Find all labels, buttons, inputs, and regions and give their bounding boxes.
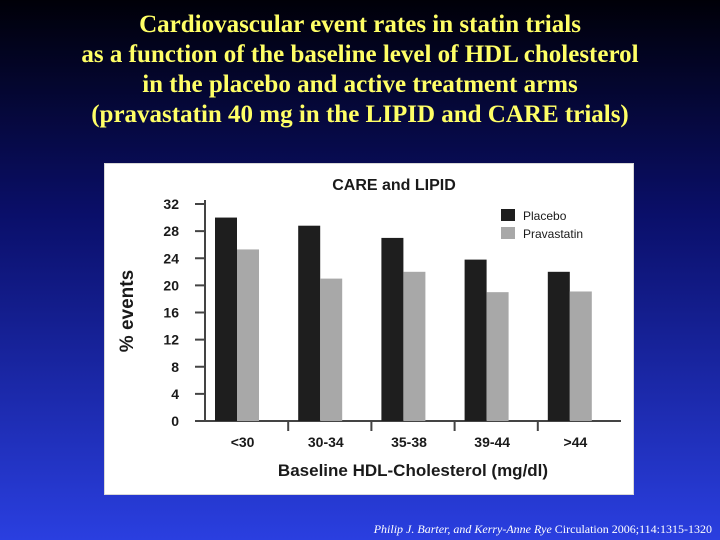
x-tick-label: 35-38 xyxy=(391,434,427,450)
legend-label: Pravastatin xyxy=(523,227,583,241)
title-line: Cardiovascular event rates in statin tri… xyxy=(139,11,581,38)
title-line: (pravastatin 40 mg in the LIPID and CARE… xyxy=(91,101,629,128)
bar-placebo xyxy=(547,271,570,421)
y-tick-label: 24 xyxy=(163,250,179,266)
y-tick-label: 4 xyxy=(171,386,179,402)
citation-journal: Circulation 2006;114:1315-1320 xyxy=(554,522,712,536)
chart-bars xyxy=(215,217,592,421)
y-tick-label: 20 xyxy=(163,277,179,293)
bar-pravastatin xyxy=(569,291,592,421)
chart-legend: Placebo Pravastatin xyxy=(501,209,583,241)
citation-authors: Philip J. Barter, and Kerry-Anne Rye xyxy=(373,522,552,536)
chart-axes: 0 4 8 12 16 20 24 28 32 <30 30-34 35-38 39-44 >44 xyxy=(163,196,621,450)
x-axis-label: Baseline HDL-Cholesterol (mg/dl) xyxy=(278,461,548,480)
x-tick-label: 39-44 xyxy=(474,434,510,450)
bar-placebo xyxy=(464,259,487,421)
legend-label: Placebo xyxy=(523,209,567,223)
legend-swatch xyxy=(501,209,515,221)
citation: Philip J. Barter, and Kerry-Anne Rye Cir… xyxy=(374,522,712,537)
bar-placebo xyxy=(298,225,321,421)
y-tick-label: 12 xyxy=(163,332,179,348)
chart-title: CARE and LIPID xyxy=(332,177,456,194)
title-line: as a function of the baseline level of H… xyxy=(81,41,639,68)
bar-placebo xyxy=(381,237,404,421)
x-tick-label: >44 xyxy=(564,434,588,450)
title-line: in the placebo and active treatment arms xyxy=(142,71,578,98)
x-tick-label: 30-34 xyxy=(308,434,344,450)
slide-title: Cardiovascular event rates in statin tri… xyxy=(0,10,720,130)
bar-placebo xyxy=(215,217,237,421)
y-tick-label: 32 xyxy=(163,196,179,212)
y-tick-label: 8 xyxy=(171,359,179,375)
bar-pravastatin xyxy=(320,278,343,421)
y-tick-label: 0 xyxy=(171,413,179,429)
chart-panel: CARE and LIPID % events Baseline HDL-Cho… xyxy=(104,163,634,495)
bar-pravastatin xyxy=(486,292,509,421)
y-axis-label: % events xyxy=(117,270,138,352)
y-tick-label: 16 xyxy=(163,305,179,321)
bar-chart: CARE and LIPID % events Baseline HDL-Cho… xyxy=(117,177,621,480)
bar-pravastatin xyxy=(403,271,426,421)
y-tick-label: 28 xyxy=(163,223,179,239)
x-tick-label: <30 xyxy=(231,434,255,450)
bar-pravastatin xyxy=(237,249,259,421)
legend-swatch xyxy=(501,227,515,239)
